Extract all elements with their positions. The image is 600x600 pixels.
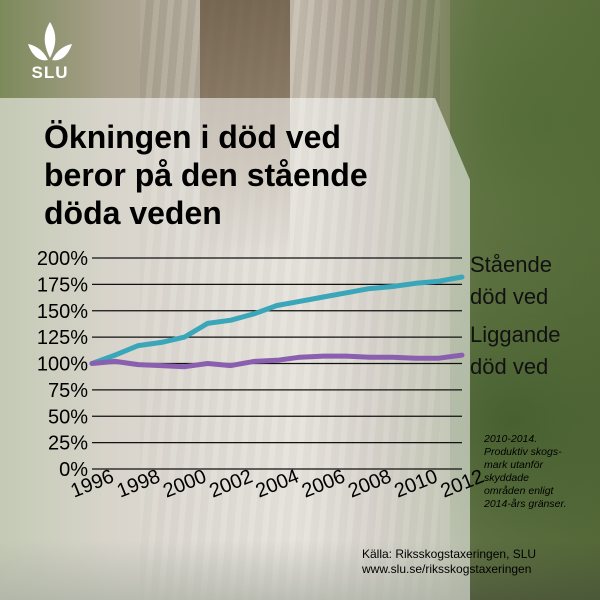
y-tick-label: 25% <box>48 433 88 455</box>
slu-logo-icon <box>28 22 72 61</box>
y-tick-label: 150% <box>37 301 88 323</box>
note-line: Produktiv skogs- <box>484 446 562 458</box>
series-label: död ved <box>470 284 548 309</box>
forest-background <box>450 0 600 600</box>
y-tick-label: 50% <box>48 406 88 428</box>
brand-name: SLU <box>31 63 69 82</box>
chart-title-line: döda veden <box>44 195 222 231</box>
x-tick-label: 2000 <box>160 465 210 502</box>
source-line: www.slu.se/riksskogstaxeringen <box>362 562 532 576</box>
x-tick-label: 1998 <box>114 465 164 502</box>
x-tick-label: 2012 <box>438 465 488 502</box>
chart-series <box>89 274 465 370</box>
overlay-shape <box>0 98 470 600</box>
x-tick-label: 2008 <box>345 465 395 502</box>
source-line: Källa: Riksskogstaxeringen, SLU <box>362 547 537 561</box>
series-labels: Stående död ved Liggande död ved <box>470 252 561 379</box>
note-line: 2010-2014. <box>484 433 538 445</box>
series-label: Stående <box>470 252 552 277</box>
note-line: skyddade <box>484 472 529 484</box>
x-tick-label: 2006 <box>299 465 349 502</box>
y-tick-label: 175% <box>37 274 88 296</box>
note-line: områden enligt <box>484 485 554 497</box>
series-line-staende <box>89 274 465 366</box>
y-tick-label: 125% <box>37 327 88 349</box>
x-tick-label: 2004 <box>253 465 303 502</box>
source-credit: Källa: Riksskogstaxeringen, SLU www.slu.… <box>362 547 592 577</box>
series-label: Liggande <box>470 322 561 347</box>
note-line: 2014-års gränser. <box>484 498 567 510</box>
chart-note: 2010-2014. Produktiv skogs- mark utanför… <box>484 433 594 511</box>
y-tick-label: 100% <box>37 354 88 376</box>
note-line: mark utanför <box>484 459 543 471</box>
series-label: död ved <box>470 354 548 379</box>
chart-title: Ökningen i död ved beror på den stående … <box>44 118 444 232</box>
chart-title-line: Ökningen i död ved <box>44 119 341 155</box>
chart-title-line: beror på den stående <box>44 157 368 193</box>
y-tick-label: 200% <box>37 248 88 270</box>
x-tick-label: 2002 <box>206 465 256 502</box>
series-line-liggande <box>89 352 465 370</box>
y-tick-label: 75% <box>48 380 88 402</box>
x-tick-label: 2010 <box>391 465 441 502</box>
y-axis-ticks: 0% 25% 50% 75% 100% 125% 150% 175% 200% <box>37 248 88 481</box>
y-tick-label: 0% <box>59 459 88 481</box>
